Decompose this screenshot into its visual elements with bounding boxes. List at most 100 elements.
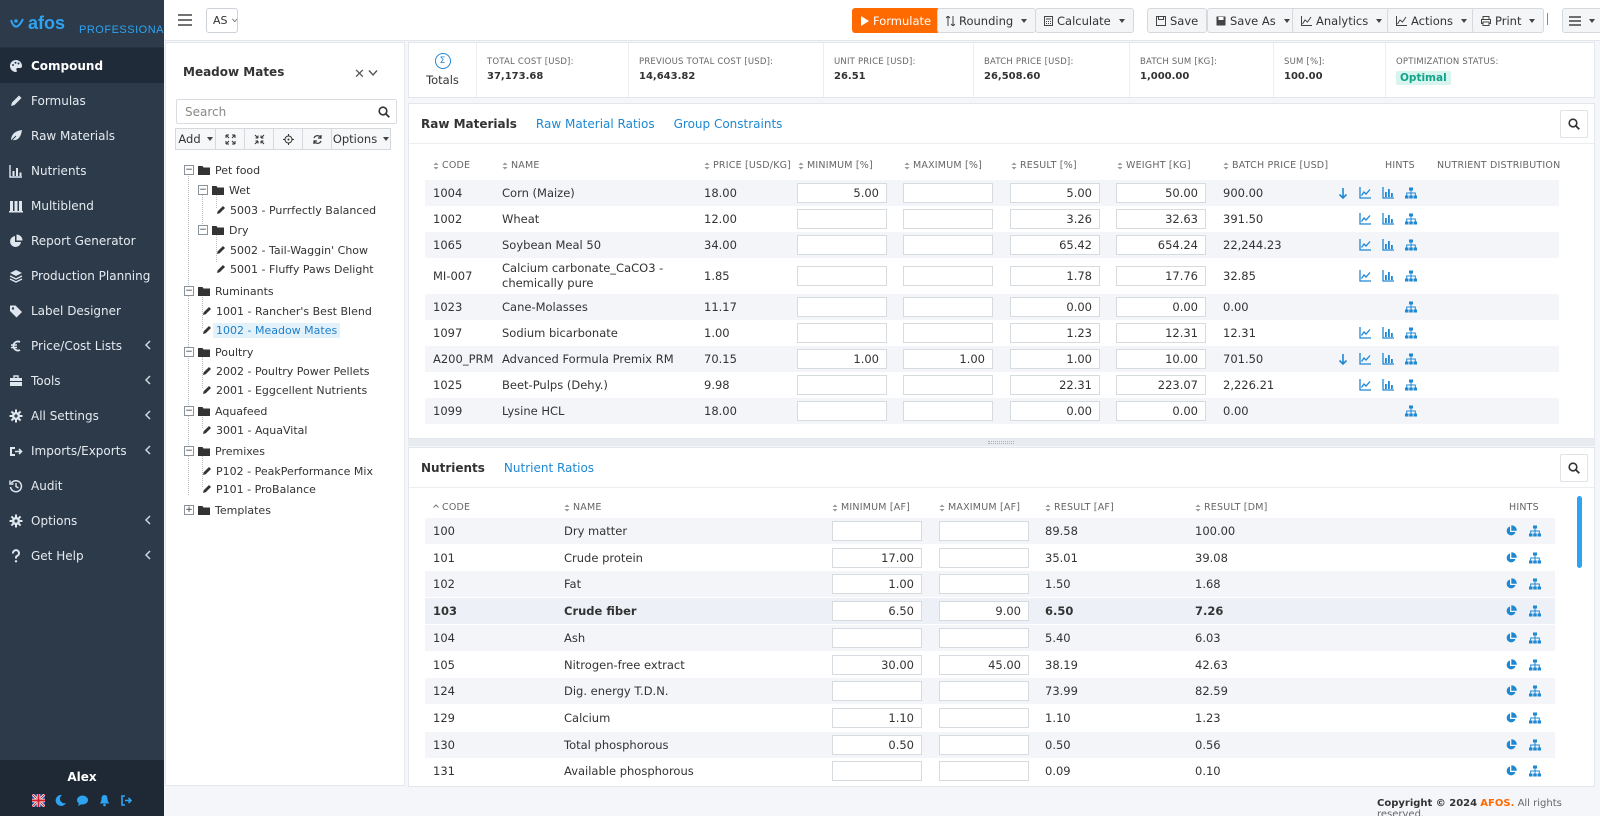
minimum-input[interactable]: 17.00 (832, 547, 922, 568)
raw-material-row[interactable]: A200_PRM Advanced Formula Premix RM 70.15 1… (425, 346, 1559, 372)
column-header-name[interactable]: NAME (564, 502, 602, 513)
tree-node-3001-aquavital[interactable]: 3001 - AquaVital (202, 421, 307, 439)
nav-item-production-planning[interactable]: Production Planning (0, 258, 164, 293)
tree-node-wet[interactable]: − Wet (198, 181, 250, 199)
analytics-button[interactable]: Analytics (1292, 8, 1392, 33)
tree-search-input[interactable]: Search (176, 99, 397, 124)
weight-input[interactable]: 12.31 (1116, 323, 1206, 343)
tree-node-5003-purrfectly-balanced[interactable]: 5003 - Purrfectly Balanced (216, 201, 376, 219)
max-input[interactable] (903, 401, 993, 421)
line-chart-icon[interactable] (1359, 327, 1371, 339)
more-menu-button[interactable] (1562, 8, 1600, 33)
min-input[interactable]: 1.00 (797, 349, 887, 369)
line-chart-icon[interactable] (1359, 213, 1371, 225)
min-input[interactable] (797, 297, 887, 317)
nutrient-row[interactable]: 129 Calcium 1.10 1.10 1.23 (425, 705, 1555, 731)
pie-chart-icon[interactable] (1505, 605, 1517, 617)
expand-icon[interactable]: + (184, 505, 194, 515)
nutrient-row[interactable]: 102 Fat 1.00 1.50 1.68 (425, 571, 1555, 598)
column-header-result-af[interactable]: RESULT [AF] (1045, 502, 1114, 513)
column-header-result[interactable]: RESULT [%] (1011, 160, 1077, 171)
chevron-down-icon[interactable] (368, 69, 378, 77)
bar-chart-icon[interactable] (1382, 379, 1394, 391)
tree-node-dry[interactable]: − Dry (198, 221, 249, 239)
column-header-batch-price-usd[interactable]: BATCH PRICE [USD] (1223, 160, 1328, 171)
column-header-code[interactable]: CODE (433, 160, 470, 171)
tree-node-poultry[interactable]: − Poultry (184, 343, 253, 361)
save-button[interactable]: Save (1147, 8, 1208, 33)
raw-material-row[interactable]: 1025 Beet-Pulps (Dehy.) 9.98 22.31 223.07 2,2… (425, 372, 1559, 398)
result-input[interactable]: 0.00 (1010, 297, 1100, 317)
minimum-input[interactable]: 1.00 (832, 574, 922, 595)
panel-splitter[interactable] (408, 439, 1595, 446)
minimum-input[interactable] (832, 761, 922, 782)
logout-icon[interactable] (120, 794, 133, 807)
tree-node-p101-probalance[interactable]: P101 - ProBalance (202, 480, 316, 498)
weight-input[interactable]: 32.63 (1116, 209, 1206, 229)
weight-input[interactable]: 223.07 (1116, 375, 1206, 395)
raw-material-row[interactable]: 1004 Corn (Maize) 18.00 5.00 5.00 50.00 900.00 (425, 180, 1559, 206)
close-icon[interactable]: ✕ (354, 67, 365, 82)
pie-chart-icon[interactable] (1505, 685, 1517, 697)
weight-input[interactable]: 0.00 (1116, 401, 1206, 421)
tab-group-constraints[interactable]: Group Constraints (673, 116, 783, 131)
column-header-result-dm[interactable]: RESULT [DM] (1195, 502, 1268, 513)
nutrients-scrollbar[interactable] (1577, 496, 1582, 568)
formulate-button[interactable]: Formulate (852, 8, 941, 33)
maximum-input[interactable] (939, 521, 1029, 541)
raw-material-row[interactable]: 1097 Sodium bicarbonate 1.00 1.23 12.31 12.31 (425, 320, 1559, 346)
line-chart-icon[interactable] (1359, 379, 1371, 391)
nav-item-imports-exports[interactable]: Imports/Exports (0, 433, 164, 468)
nav-item-options[interactable]: Options (0, 503, 164, 538)
weight-input[interactable]: 10.00 (1116, 349, 1206, 369)
arrow-down-icon[interactable] (1337, 353, 1349, 365)
nutrient-row[interactable]: 104 Ash 5.40 6.03 (425, 624, 1555, 651)
moon-icon[interactable] (54, 794, 67, 807)
uk-flag-icon[interactable] (31, 794, 45, 807)
tab-raw-materials[interactable]: Raw Materials (421, 116, 517, 131)
menu-toggle-icon[interactable] (178, 14, 192, 26)
tab-nutrients[interactable]: Nutrients (421, 460, 485, 475)
min-input[interactable] (797, 375, 887, 395)
nutrient-row[interactable]: 101 Crude protein 17.00 35.01 39.08 (425, 545, 1555, 571)
bell-icon[interactable] (98, 794, 111, 807)
sitemap-icon[interactable] (1405, 353, 1417, 365)
minimum-input[interactable]: 1.10 (832, 707, 922, 728)
pie-chart-icon[interactable] (1505, 578, 1517, 590)
result-input[interactable]: 65.42 (1010, 235, 1100, 255)
tree-node-pet-food[interactable]: − Pet food (184, 161, 260, 179)
max-input[interactable] (903, 209, 993, 229)
nav-item-report-generator[interactable]: Report Generator (0, 223, 164, 258)
tree-node-p102-peakperformance-mix[interactable]: P102 - PeakPerformance Mix (202, 462, 373, 480)
minimum-input[interactable]: 30.00 (832, 654, 922, 675)
column-header-price-usd-kg[interactable]: PRICE [USD/KG] (704, 160, 791, 171)
pie-chart-icon[interactable] (1505, 658, 1517, 671)
tab-raw-material-ratios[interactable]: Raw Material Ratios (535, 116, 655, 131)
nutrients-search-button[interactable] (1560, 454, 1588, 482)
refresh-button[interactable] (302, 128, 332, 150)
max-input[interactable] (903, 297, 993, 317)
chat-icon[interactable] (76, 794, 89, 807)
tree-options-button[interactable]: Options (331, 128, 391, 150)
sitemap-icon[interactable] (1405, 239, 1417, 251)
sitemap-icon[interactable] (1405, 327, 1417, 339)
sitemap-icon[interactable] (1529, 552, 1541, 564)
nav-item-audit[interactable]: Audit (0, 468, 164, 503)
maximum-input[interactable]: 45.00 (939, 654, 1029, 675)
column-header-maximum-af[interactable]: MAXIMUM [AF] (939, 502, 1020, 513)
column-header-weight-kg[interactable]: WEIGHT [KG] (1117, 160, 1191, 171)
rounding-button[interactable]: Rounding (937, 8, 1037, 33)
result-input[interactable]: 1.00 (1010, 349, 1100, 369)
sitemap-icon[interactable] (1529, 525, 1541, 537)
nutrient-row[interactable]: 100 Dry matter 89.58 100.00 (425, 518, 1555, 544)
sitemap-icon[interactable] (1529, 765, 1541, 777)
result-input[interactable]: 0.00 (1010, 401, 1100, 421)
collapse-icon[interactable]: − (198, 185, 208, 195)
result-input[interactable]: 3.26 (1010, 209, 1100, 229)
raw-material-row[interactable]: 1002 Wheat 12.00 3.26 32.63 391.50 (425, 206, 1559, 232)
bar-chart-icon[interactable] (1382, 187, 1394, 199)
nav-item-multiblend[interactable]: Multiblend (0, 188, 164, 223)
raw-material-row[interactable]: 1065 Soybean Meal 50 34.00 65.42 654.24 22,24… (425, 232, 1559, 258)
sitemap-icon[interactable] (1405, 187, 1417, 199)
nav-item-nutrients[interactable]: Nutrients (0, 153, 164, 188)
